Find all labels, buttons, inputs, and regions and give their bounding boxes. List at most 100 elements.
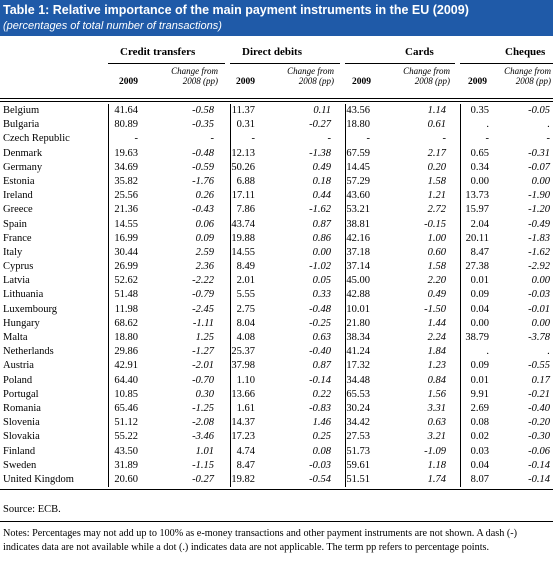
change-cell: 0.00 — [312, 246, 331, 258]
group-header-direct-debits: Direct debits — [242, 46, 302, 58]
change-cell: -0.25 — [309, 317, 331, 329]
value-cell: 6.88 — [236, 175, 255, 187]
table-row: Czech Republic - - - - - - - - — [0, 132, 553, 147]
column-separator — [230, 430, 231, 445]
change-cell: -0.40 — [309, 346, 331, 358]
change-cell: -1.25 — [192, 402, 214, 414]
value-cell: 4.08 — [236, 332, 255, 343]
column-separator — [460, 217, 461, 232]
change-cell: -0.01 — [528, 303, 550, 315]
value-cell: 13.73 — [465, 190, 489, 202]
column-separator — [230, 231, 231, 246]
column-separator — [460, 302, 461, 317]
change-cell: -0.35 — [192, 119, 214, 131]
change-cell: 0.30 — [195, 388, 214, 400]
column-separator — [230, 132, 231, 147]
value-cell: 0.04 — [470, 303, 489, 315]
change-cell: 2.36 — [195, 261, 214, 273]
value-cell: 37.98 — [231, 360, 255, 372]
column-separator — [230, 472, 231, 488]
column-separator — [345, 260, 346, 275]
country-cell: Denmark — [3, 147, 43, 159]
column-separator — [108, 104, 109, 119]
column-separator — [460, 104, 461, 119]
change-cell: 0.60 — [427, 246, 446, 258]
column-separator — [345, 387, 346, 402]
column-separator — [108, 288, 109, 303]
country-cell: Lithuania — [3, 289, 44, 301]
value-cell: 17.11 — [231, 190, 255, 202]
value-cell: 0.01 — [470, 275, 489, 287]
country-cell: Hungary — [3, 317, 40, 329]
value-cell: 38.79 — [465, 332, 489, 343]
change-cell: - — [210, 133, 215, 145]
change-cell: - — [546, 133, 551, 145]
change-cell: -1.38 — [309, 147, 331, 159]
value-cell: 25.56 — [114, 190, 138, 202]
change-cell: -0.14 — [528, 473, 550, 485]
column-separator — [460, 189, 461, 204]
value-cell: 51.48 — [114, 289, 138, 301]
value-cell: 14.37 — [231, 417, 255, 429]
change-cell: -0.55 — [528, 360, 550, 372]
change-cell: 0.00 — [531, 175, 550, 187]
group-header-cards: Cards — [405, 46, 434, 58]
change-cell: 0.33 — [312, 289, 331, 301]
change-cell: 0.63 — [312, 332, 331, 343]
value-cell: 0.03 — [470, 445, 489, 457]
column-separator — [345, 174, 346, 190]
change-cell: 0.00 — [531, 317, 550, 329]
change-cell: -1.15 — [192, 459, 214, 471]
change-cell: -0.43 — [192, 204, 214, 216]
column-separator — [230, 373, 231, 388]
change-cell: 3.31 — [427, 402, 446, 414]
value-cell: 65.46 — [114, 402, 138, 414]
country-cell: Romania — [3, 402, 41, 414]
column-separator — [230, 444, 231, 459]
year-header: 2009 — [236, 77, 255, 87]
change-cell: 1.46 — [312, 417, 331, 429]
value-cell: 41.64 — [114, 105, 138, 116]
value-cell: 0.31 — [236, 119, 255, 131]
change-cell: -0.79 — [192, 289, 214, 301]
column-separator — [345, 274, 346, 289]
table-row: United Kingdom 20.60 -0.27 19.82 -0.54 51.51 1… — [0, 472, 553, 488]
table-row: Spain 14.55 0.06 43.74 0.87 38.81 -0.15 2.04 -0.… — [0, 217, 553, 232]
change-cell: 2.17 — [427, 147, 446, 159]
value-cell: 2.04 — [470, 218, 489, 230]
value-cell: 43.56 — [346, 105, 370, 116]
change-cell: -1.62 — [528, 246, 550, 258]
year-header: 2009 — [468, 77, 487, 87]
change-cell: 1.01 — [195, 445, 214, 457]
table-row: Sweden 31.89 -1.15 8.47 -0.03 59.61 1.18 0.04 -0… — [0, 458, 553, 473]
year-header: 2009 — [352, 77, 371, 87]
value-cell: . — [486, 119, 489, 131]
group-header-cheques: Cheques — [505, 46, 546, 58]
column-separator — [345, 373, 346, 388]
value-cell: 8.04 — [236, 317, 255, 329]
column-separator — [108, 118, 109, 133]
column-separator — [230, 387, 231, 402]
column-separator — [230, 288, 231, 303]
value-cell: 5.55 — [236, 289, 255, 301]
change-cell: 0.08 — [312, 445, 331, 457]
value-cell: 18.80 — [346, 119, 370, 131]
column-separator — [108, 430, 109, 445]
column-separator — [108, 302, 109, 317]
country-cell: Sweden — [3, 459, 37, 471]
value-cell: 30.24 — [346, 402, 370, 414]
value-cell: 17.32 — [346, 360, 370, 372]
change-cell: -0.06 — [528, 445, 550, 457]
value-cell: 27.53 — [346, 431, 370, 443]
country-cell: Finland — [3, 445, 36, 457]
country-cell: Slovakia — [3, 431, 40, 443]
country-cell: Austria — [3, 360, 34, 372]
column-separator — [230, 274, 231, 289]
value-cell: 11.98 — [114, 303, 138, 315]
value-cell: 0.34 — [470, 161, 489, 173]
country-cell: Poland — [3, 374, 33, 386]
country-cell: Portugal — [3, 388, 39, 400]
value-cell: 17.23 — [231, 431, 255, 443]
value-cell: 18.80 — [114, 332, 138, 343]
change-cell: 1.21 — [427, 190, 446, 202]
